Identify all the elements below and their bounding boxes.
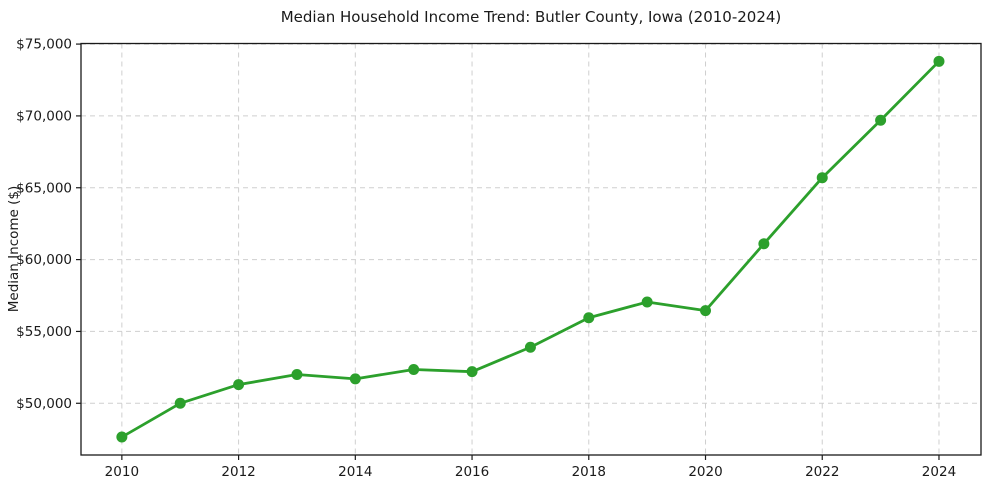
- data-point: [349, 373, 361, 385]
- data-point: [641, 296, 653, 308]
- data-point: [700, 305, 712, 317]
- data-point: [758, 238, 770, 250]
- y-tick-label: $65,000: [16, 180, 72, 196]
- x-tick-label: 2022: [805, 464, 839, 480]
- chart-title: Median Household Income Trend: Butler Co…: [281, 8, 782, 26]
- y-tick-label: $70,000: [16, 108, 72, 124]
- y-tick-label: $75,000: [16, 37, 72, 53]
- data-point: [174, 397, 186, 409]
- x-tick-label: 2020: [688, 464, 722, 480]
- data-point: [466, 366, 478, 378]
- data-point: [933, 55, 945, 67]
- trend-line: [120, 59, 941, 439]
- y-tick-label: $50,000: [16, 396, 72, 412]
- y-tick-label: $55,000: [16, 324, 72, 340]
- x-tick-label: 2018: [572, 464, 606, 480]
- x-tick-label: 2014: [338, 464, 372, 480]
- x-tick-label: 2024: [922, 464, 956, 480]
- data-point: [291, 369, 303, 381]
- x-tick-label: 2012: [221, 464, 255, 480]
- axes-layer: $50,000 $55,000 $60,000 $65,000 $70,000 $75,0…: [16, 37, 982, 480]
- y-axis-label: Median Income ($): [6, 186, 22, 312]
- x-tick-label: 2016: [455, 464, 489, 480]
- data-point: [408, 364, 420, 376]
- data-point: [116, 431, 128, 443]
- data-point: [524, 341, 536, 353]
- y-tick-label: $60,000: [16, 252, 72, 268]
- x-tick-label: 2010: [105, 464, 139, 480]
- series-layer: [116, 55, 945, 443]
- data-point: [816, 172, 828, 184]
- data-point: [233, 379, 245, 391]
- plot-border: [80, 42, 982, 456]
- data-point: [875, 114, 887, 126]
- data-point: [583, 312, 595, 324]
